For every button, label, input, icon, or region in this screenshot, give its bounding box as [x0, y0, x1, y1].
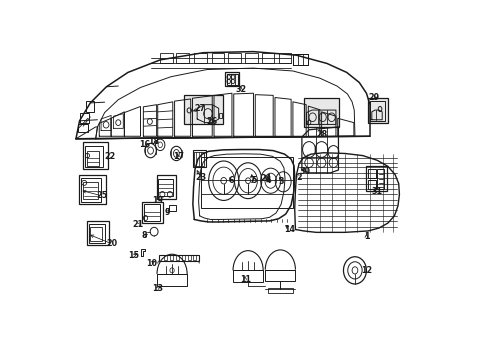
Bar	[83, 142, 107, 169]
Bar	[156, 175, 176, 199]
Bar	[211, 53, 224, 63]
Bar	[86, 151, 99, 166]
Text: 22: 22	[104, 152, 115, 161]
Bar	[81, 178, 101, 202]
Bar	[194, 152, 203, 166]
Bar	[160, 53, 172, 63]
Bar	[367, 180, 376, 189]
Bar	[367, 98, 387, 123]
Text: 26: 26	[205, 117, 217, 126]
Text: 25: 25	[96, 191, 107, 200]
Bar	[176, 53, 188, 63]
Bar	[90, 227, 102, 241]
Bar	[292, 54, 307, 64]
Bar	[201, 157, 292, 208]
Bar	[233, 270, 263, 282]
Text: 20: 20	[106, 239, 117, 248]
Text: 23: 23	[195, 173, 206, 182]
Bar	[187, 255, 191, 260]
Text: 13: 13	[152, 284, 163, 293]
Bar	[365, 166, 386, 192]
Text: 10: 10	[145, 259, 157, 268]
Text: 19: 19	[152, 195, 163, 204]
Text: 11: 11	[239, 275, 250, 284]
Text: 1: 1	[363, 232, 368, 241]
Bar	[367, 169, 376, 178]
Text: 17: 17	[172, 152, 183, 161]
Text: 29: 29	[367, 93, 378, 102]
Bar	[85, 146, 103, 167]
Text: 3: 3	[278, 177, 283, 186]
Bar	[144, 204, 160, 221]
Bar	[175, 255, 179, 260]
Bar	[163, 255, 167, 260]
Text: 9: 9	[164, 208, 170, 217]
Bar	[226, 74, 238, 85]
Bar	[142, 202, 163, 223]
Bar	[369, 102, 384, 121]
Bar	[157, 274, 187, 286]
Bar	[192, 150, 206, 167]
Bar	[86, 101, 94, 112]
Bar	[278, 53, 291, 63]
Bar	[169, 205, 176, 211]
Bar	[182, 255, 185, 260]
Bar	[159, 255, 198, 261]
Text: 18: 18	[148, 137, 160, 146]
Bar	[192, 255, 196, 260]
Bar	[376, 168, 384, 189]
Bar	[244, 53, 257, 63]
Bar	[78, 124, 88, 132]
Text: 32: 32	[235, 85, 246, 94]
Text: 7: 7	[249, 176, 255, 185]
Text: 15: 15	[128, 251, 139, 260]
Text: 6: 6	[228, 176, 233, 185]
Bar	[83, 182, 98, 199]
Text: 31: 31	[371, 187, 382, 196]
Bar	[79, 175, 105, 204]
Text: 24: 24	[260, 174, 271, 183]
Text: 14: 14	[284, 225, 295, 234]
Bar	[158, 179, 173, 197]
Bar	[194, 53, 206, 63]
Bar	[219, 113, 221, 118]
Bar	[169, 255, 173, 260]
Text: 27: 27	[194, 104, 205, 113]
Bar	[183, 95, 223, 125]
Bar	[267, 288, 292, 293]
Text: 12: 12	[360, 266, 371, 275]
Bar	[80, 113, 88, 123]
Text: 8: 8	[142, 231, 147, 240]
Bar	[265, 270, 295, 281]
Bar	[86, 221, 109, 245]
Text: 16: 16	[139, 140, 150, 149]
Bar	[303, 98, 338, 127]
Bar	[224, 72, 239, 86]
Text: 28: 28	[315, 130, 326, 139]
Bar	[261, 53, 274, 63]
Text: 30: 30	[299, 167, 309, 176]
Text: 21: 21	[133, 220, 143, 229]
Text: 4: 4	[265, 176, 271, 185]
Bar	[89, 224, 104, 243]
Bar	[228, 53, 241, 63]
Text: 2: 2	[296, 173, 301, 182]
Text: 5: 5	[251, 176, 257, 185]
